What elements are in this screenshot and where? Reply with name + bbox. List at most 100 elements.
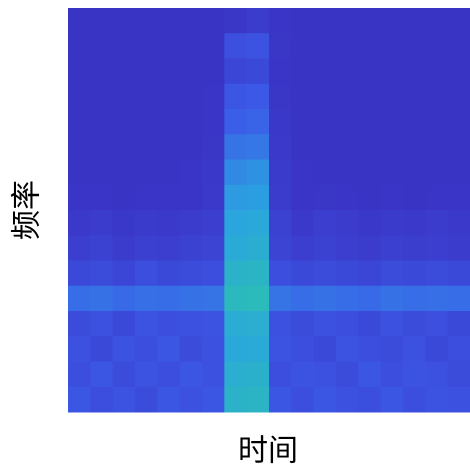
heatmap-cell xyxy=(113,210,136,236)
heatmap-cell xyxy=(180,311,203,337)
heatmap-cell xyxy=(135,336,158,362)
heatmap-cell xyxy=(180,109,203,135)
heatmap-cell xyxy=(403,185,426,211)
heatmap-cell xyxy=(247,387,270,413)
heatmap-cell xyxy=(358,362,381,388)
heatmap-cell xyxy=(448,261,470,287)
heatmap-cell xyxy=(224,210,247,236)
heatmap-cell xyxy=(291,286,314,312)
heatmap-cell xyxy=(90,286,113,312)
heatmap-cell xyxy=(381,59,404,85)
heatmap-cell xyxy=(135,8,158,34)
heatmap-cell xyxy=(381,134,404,160)
heatmap-cell xyxy=(448,33,470,59)
heatmap-cell xyxy=(336,33,359,59)
heatmap-cell xyxy=(336,210,359,236)
heatmap-cell xyxy=(381,362,404,388)
heatmap-cell xyxy=(135,185,158,211)
heatmap-cell xyxy=(202,185,225,211)
heatmap-cell xyxy=(403,362,426,388)
heatmap-cell xyxy=(180,59,203,85)
heatmap-cell xyxy=(336,235,359,261)
heatmap-cell xyxy=(247,160,270,186)
heatmap-cell xyxy=(314,134,337,160)
heatmap-cell xyxy=(113,336,136,362)
heatmap-cell xyxy=(448,109,470,135)
heatmap-cell xyxy=(403,134,426,160)
heatmap-cell xyxy=(314,160,337,186)
heatmap-cell xyxy=(157,210,180,236)
heatmap-cell xyxy=(180,261,203,287)
heatmap-cell xyxy=(403,160,426,186)
heatmap-cell xyxy=(224,33,247,59)
heatmap-cell xyxy=(381,311,404,337)
heatmap-cell xyxy=(336,84,359,110)
heatmap-cell xyxy=(68,160,91,186)
heatmap-cell xyxy=(157,261,180,287)
heatmap-cell xyxy=(291,59,314,85)
heatmap-cell xyxy=(224,84,247,110)
heatmap-cell xyxy=(358,336,381,362)
heatmap-cell xyxy=(180,286,203,312)
heatmap-cell xyxy=(448,134,470,160)
heatmap-cell xyxy=(68,8,91,34)
heatmap-cell xyxy=(90,235,113,261)
heatmap-cell xyxy=(180,210,203,236)
heatmap-cell xyxy=(358,160,381,186)
heatmap-cell xyxy=(68,387,91,413)
heatmap-cell xyxy=(403,286,426,312)
heatmap-cell xyxy=(291,235,314,261)
heatmap-cell xyxy=(90,311,113,337)
heatmap-cell xyxy=(314,311,337,337)
heatmap-cell xyxy=(358,8,381,34)
heatmap-cell xyxy=(448,84,470,110)
heatmap-cell xyxy=(202,134,225,160)
heatmap-cell xyxy=(269,33,292,59)
heatmap-cell xyxy=(113,84,136,110)
heatmap-cell xyxy=(291,336,314,362)
heatmap-cell xyxy=(68,109,91,135)
heatmap-cell xyxy=(358,286,381,312)
heatmap-cell xyxy=(358,33,381,59)
heatmap-cell xyxy=(113,387,136,413)
heatmap-cell xyxy=(202,336,225,362)
heatmap-cell xyxy=(247,109,270,135)
heatmap-cell xyxy=(314,210,337,236)
heatmap-cell xyxy=(381,84,404,110)
heatmap-cell xyxy=(135,261,158,287)
heatmap-cell xyxy=(113,8,136,34)
heatmap-cell xyxy=(448,160,470,186)
heatmap-cell xyxy=(336,185,359,211)
heatmap-cell xyxy=(425,160,448,186)
heatmap-cell xyxy=(135,286,158,312)
heatmap-cell xyxy=(247,134,270,160)
heatmap-cell xyxy=(403,311,426,337)
heatmap-cell xyxy=(448,185,470,211)
heatmap-cell xyxy=(157,59,180,85)
heatmap-cell xyxy=(269,109,292,135)
heatmap-cell xyxy=(269,185,292,211)
heatmap-cell xyxy=(269,134,292,160)
heatmap-cell xyxy=(358,261,381,287)
heatmap-cell xyxy=(180,134,203,160)
heatmap-cell xyxy=(224,387,247,413)
heatmap-cell xyxy=(381,210,404,236)
heatmap-cell xyxy=(291,387,314,413)
heatmap-cell xyxy=(135,362,158,388)
heatmap-cell xyxy=(403,336,426,362)
heatmap-cell xyxy=(202,84,225,110)
heatmap-cell xyxy=(291,160,314,186)
heatmap-cell xyxy=(224,311,247,337)
heatmap-cell xyxy=(247,286,270,312)
heatmap-cell xyxy=(224,185,247,211)
heatmap-cell xyxy=(336,387,359,413)
heatmap-cell xyxy=(224,59,247,85)
heatmap-cell xyxy=(68,336,91,362)
heatmap-cell xyxy=(336,336,359,362)
heatmap-cell xyxy=(247,185,270,211)
heatmap-cell xyxy=(314,185,337,211)
heatmap-cell xyxy=(90,336,113,362)
heatmap-cell xyxy=(113,109,136,135)
heatmap-cell xyxy=(68,59,91,85)
heatmap-cell xyxy=(336,362,359,388)
